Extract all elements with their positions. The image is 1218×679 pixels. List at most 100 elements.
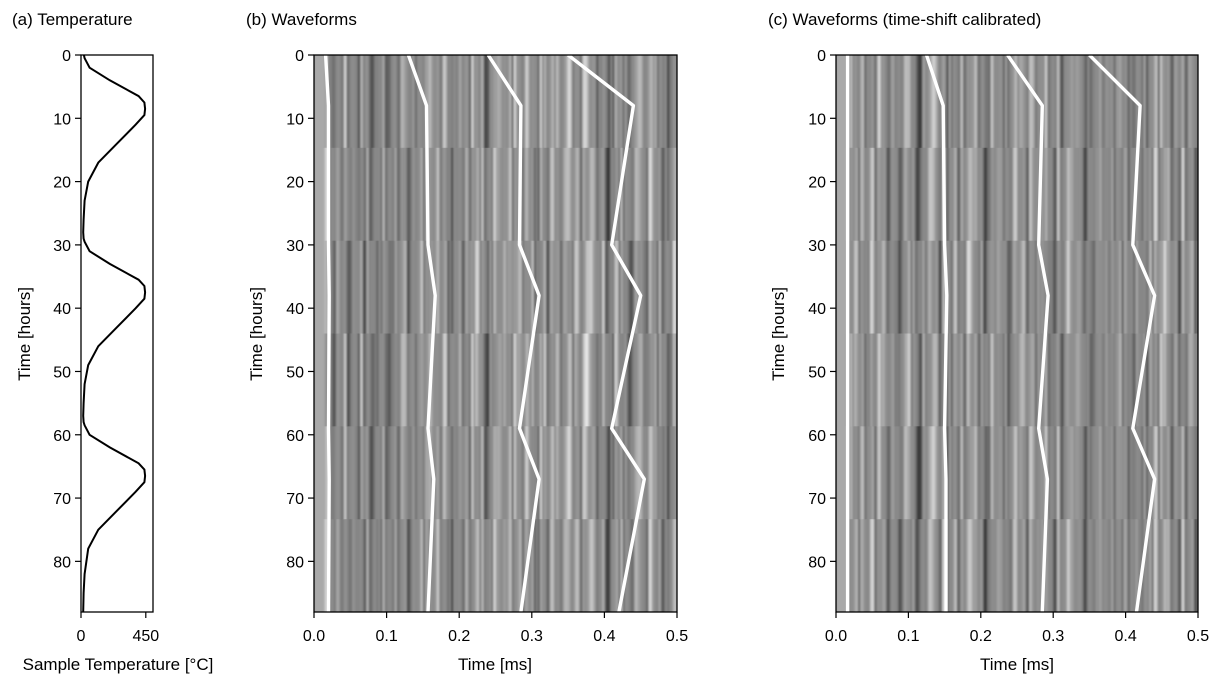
waveform-texture-cell <box>445 519 448 612</box>
waveform-texture-cell <box>495 240 498 334</box>
waveform-texture-cell <box>366 519 369 612</box>
waveform-texture-cell <box>1023 333 1026 427</box>
waveform-texture-cell <box>394 147 398 242</box>
waveform-texture-cell <box>549 333 553 427</box>
y-tick-label: 80 <box>808 554 826 571</box>
waveform-texture-cell <box>1073 147 1076 242</box>
waveform-texture-cell <box>564 55 567 149</box>
waveform-texture-cell <box>858 519 861 612</box>
waveform-texture-cell <box>1193 147 1197 242</box>
waveform-texture-cell <box>1010 55 1014 149</box>
waveform-texture-cell <box>1123 333 1126 427</box>
waveform-texture-cell <box>916 426 919 520</box>
waveform-texture-cell <box>1163 147 1167 242</box>
waveform-texture-cell <box>868 426 871 520</box>
waveform-texture-cell <box>1151 240 1155 334</box>
waveform-texture-cell <box>493 240 496 334</box>
waveform-texture-cell <box>602 55 605 149</box>
waveform-texture-cell <box>612 240 615 334</box>
waveform-texture-cell <box>1075 147 1078 242</box>
waveform-texture-cell <box>428 240 432 334</box>
waveform-texture-cell <box>1023 147 1026 242</box>
waveform-texture-cell <box>970 147 974 242</box>
waveform-texture-cell <box>590 426 593 520</box>
waveform-texture-cell <box>1010 147 1014 242</box>
waveform-texture-cell <box>1051 333 1054 427</box>
waveform-texture-cell <box>564 426 567 520</box>
waveform-texture-cell <box>386 519 390 612</box>
waveform-texture-cell <box>1191 240 1195 334</box>
waveform-texture-cell <box>521 240 525 334</box>
waveform-texture-cell <box>592 519 595 612</box>
waveform-texture-cell <box>1077 333 1080 427</box>
waveform-texture-cell <box>346 240 349 334</box>
waveform-texture-cell <box>378 55 381 149</box>
waveform-texture-cell <box>964 426 968 520</box>
waveform-texture-cell <box>1091 55 1094 149</box>
waveform-texture-cell <box>926 519 929 612</box>
waveform-texture-cell <box>519 240 523 334</box>
waveform-texture-cell <box>1175 519 1179 612</box>
waveform-texture-cell <box>1125 333 1129 427</box>
waveform-texture-cell <box>992 55 996 149</box>
waveform-texture-cell <box>906 147 909 242</box>
waveform-texture-cell <box>1073 240 1076 334</box>
waveform-texture-cell <box>900 426 903 520</box>
waveform-texture-cell <box>974 240 978 334</box>
waveform-texture-cell <box>455 333 458 427</box>
waveform-texture-cell <box>1149 147 1153 242</box>
waveform-texture-cell <box>600 147 603 242</box>
waveform-texture-cell <box>892 519 895 612</box>
waveform-texture-cell <box>386 55 390 149</box>
waveform-texture-cell <box>610 333 613 427</box>
waveform-texture-cell <box>892 147 895 242</box>
waveform-texture-cell <box>1163 426 1167 520</box>
waveform-texture-cell <box>1006 519 1010 612</box>
waveform-texture-cell <box>614 55 617 149</box>
waveform-texture-cell <box>358 240 361 334</box>
waveform-texture-cell <box>920 426 923 520</box>
waveform-texture-cell <box>1091 426 1094 520</box>
waveform-texture-cell <box>334 333 337 427</box>
waveform-texture-cell <box>437 240 440 334</box>
waveform-texture-cell <box>648 55 652 149</box>
waveform-texture-cell <box>928 333 931 427</box>
waveform-texture-cell <box>465 426 468 520</box>
waveform-texture-cell <box>624 426 627 520</box>
waveform-texture-cell <box>1149 55 1153 149</box>
waveform-texture-cell <box>926 240 929 334</box>
waveform-texture-cell <box>910 240 913 334</box>
waveform-texture-cell <box>948 426 952 520</box>
waveform-texture-cell <box>954 147 958 242</box>
waveform-texture-cell <box>642 519 646 612</box>
waveform-texture-cell <box>414 147 418 242</box>
waveform-texture-cell <box>982 147 986 242</box>
waveform-texture-cell <box>1163 240 1167 334</box>
waveform-texture-cell <box>866 519 869 612</box>
arrival-pick-line <box>924 55 949 612</box>
waveform-texture-cell <box>443 147 446 242</box>
waveform-texture-cell <box>1087 240 1090 334</box>
waveform-texture-cell <box>896 519 899 612</box>
waveform-texture-cell <box>638 147 642 242</box>
waveform-texture-cell <box>545 333 549 427</box>
waveform-texture-cell <box>940 426 943 520</box>
waveform-texture-cell <box>1093 333 1096 427</box>
waveform-texture-cell <box>558 55 561 149</box>
waveform-texture-cell <box>586 426 589 520</box>
waveform-texture-cell <box>1111 333 1114 427</box>
waveform-texture-cell <box>556 426 559 520</box>
waveform-texture-cell <box>598 55 601 149</box>
waveform-texture-cell <box>998 426 1002 520</box>
waveform-texture-cell <box>1127 240 1131 334</box>
waveform-texture-cell <box>1085 333 1088 427</box>
waveform-texture-cell <box>521 333 525 427</box>
waveform-texture-cell <box>908 426 911 520</box>
waveform-texture-cell <box>996 519 1000 612</box>
waveform-texture-cell <box>543 147 547 242</box>
waveform-texture-cell <box>1075 519 1078 612</box>
waveform-texture-cell <box>1137 240 1141 334</box>
waveform-texture-cell <box>519 426 523 520</box>
waveform-texture-cell <box>392 426 396 520</box>
waveform-texture-cell <box>1131 519 1135 612</box>
